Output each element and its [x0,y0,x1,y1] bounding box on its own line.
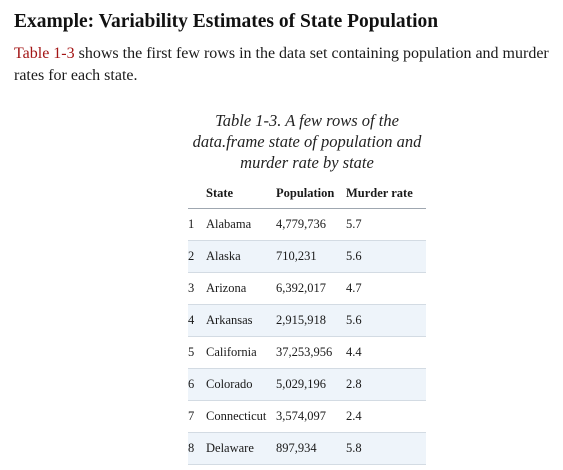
murder-rate-cell: 5.6 [346,240,426,273]
murder-rate-cell: 2.8 [346,368,426,401]
table-header-row: State Population Murder rate [188,178,426,209]
state-cell: Delaware [206,432,276,465]
row-index: 5 [188,336,206,369]
row-index: 1 [188,208,206,241]
population-cell: 3,574,097 [276,400,346,433]
murder-rate-cell: 4.7 [346,272,426,305]
population-cell: 710,231 [276,240,346,273]
row-index: 3 [188,272,206,305]
table-caption: Table 1-3. A few rows of the data.frame … [192,111,422,172]
section-heading: Example: Variability Estimates of State … [14,11,439,32]
state-cell: Alaska [206,240,276,273]
state-cell: Arkansas [206,304,276,337]
murder-rate-cell: 4.4 [346,336,426,369]
population-cell: 4,779,736 [276,208,346,241]
murder-rate-cell: 5.8 [346,432,426,465]
row-index: 6 [188,368,206,401]
intro-paragraph: Table 1-3 shows the first few rows in th… [14,43,559,87]
state-data-table: State Population Murder rate 1 Alabama 4… [188,178,426,465]
row-index: 7 [188,400,206,433]
column-header-murder-rate: Murder rate [346,178,426,209]
table-row: 3 Arizona 6,392,017 4.7 [188,272,426,305]
state-cell: Colorado [206,368,276,401]
state-cell: California [206,336,276,369]
population-cell: 6,392,017 [276,272,346,305]
row-index: 2 [188,240,206,273]
state-cell: Connecticut [206,400,276,433]
table-row: 5 California 37,253,956 4.4 [188,336,426,369]
murder-rate-cell: 2.4 [346,400,426,433]
row-index: 4 [188,304,206,337]
table-row: 7 Connecticut 3,574,097 2.4 [188,400,426,433]
state-cell: Arizona [206,272,276,305]
row-index: 8 [188,432,206,465]
column-header-population: Population [276,178,346,209]
state-cell: Alabama [206,208,276,241]
intro-text: shows the first few rows in the data set… [14,45,549,84]
murder-rate-cell: 5.7 [346,208,426,241]
table-row: 4 Arkansas 2,915,918 5.6 [188,304,426,337]
table-row: 1 Alabama 4,779,736 5.7 [188,208,426,241]
population-cell: 37,253,956 [276,336,346,369]
population-cell: 2,915,918 [276,304,346,337]
murder-rate-cell: 5.6 [346,304,426,337]
population-cell: 5,029,196 [276,368,346,401]
column-header-state: State [188,178,276,209]
table-row: 8 Delaware 897,934 5.8 [188,432,426,465]
table-reference-link[interactable]: Table 1-3 [14,45,75,62]
table-row: 6 Colorado 5,029,196 2.8 [188,368,426,401]
population-cell: 897,934 [276,432,346,465]
table-row: 2 Alaska 710,231 5.6 [188,240,426,273]
